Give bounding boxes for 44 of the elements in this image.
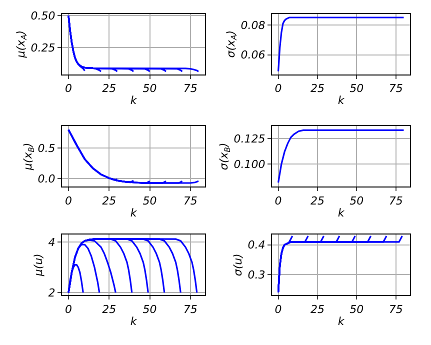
x-tick-label: 0: [274, 302, 282, 316]
x-tick-label: 0: [65, 82, 72, 96]
x-tick-label: 25: [102, 302, 116, 316]
x-tick-label: 75: [388, 302, 403, 316]
y-tick-label: 0.4: [248, 238, 266, 252]
x-tick-label: 50: [350, 194, 364, 208]
x-tick-label: 25: [310, 82, 324, 96]
x-tick-label: 50: [350, 82, 364, 96]
x-axis-title: k: [130, 206, 138, 220]
y-tick-label: 0.100: [234, 158, 266, 171]
y-tick-label: 0.3: [248, 268, 266, 282]
x-tick-label: 50: [142, 194, 157, 208]
x-tick-label: 0: [274, 82, 282, 96]
y-tick-label: 0.50: [30, 10, 56, 23]
x-axis-title: k: [338, 94, 345, 108]
x-tick-label: 0: [65, 194, 72, 208]
x-tick-label: 75: [388, 82, 403, 96]
x-tick-label: 75: [183, 194, 198, 208]
x-tick-label: 75: [183, 302, 198, 316]
y-tick-label: 0.25: [30, 41, 56, 54]
y-tick-label: 4: [48, 236, 56, 249]
x-axis-title: k: [338, 314, 345, 328]
y-axis-title: σ(u): [231, 254, 244, 276]
x-tick-label: 75: [183, 82, 198, 96]
y-tick-label: 0.125: [234, 132, 266, 146]
x-tick-label: 50: [350, 302, 364, 316]
y-tick-label: 0.06: [240, 48, 266, 62]
x-tick-label: 25: [310, 194, 324, 208]
x-tick-label: 50: [142, 302, 157, 316]
y-axis-title: μ(u): [32, 254, 45, 278]
x-axis-title: k: [338, 206, 345, 220]
y-tick-label: 0.08: [240, 18, 266, 32]
y-tick-label: 2: [48, 286, 56, 300]
x-tick-label: 0: [65, 302, 72, 316]
x-axis-title: k: [130, 94, 138, 108]
x-tick-label: 50: [142, 82, 157, 96]
y-tick-label: 0.5: [38, 142, 56, 155]
x-tick-label: 25: [102, 82, 116, 96]
x-tick-label: 25: [102, 194, 116, 208]
x-tick-label: 75: [388, 194, 403, 208]
x-tick-label: 25: [310, 302, 324, 316]
x-axis-title: k: [130, 314, 138, 328]
y-tick-label: 0.0: [38, 172, 56, 186]
x-tick-label: 0: [274, 194, 282, 208]
